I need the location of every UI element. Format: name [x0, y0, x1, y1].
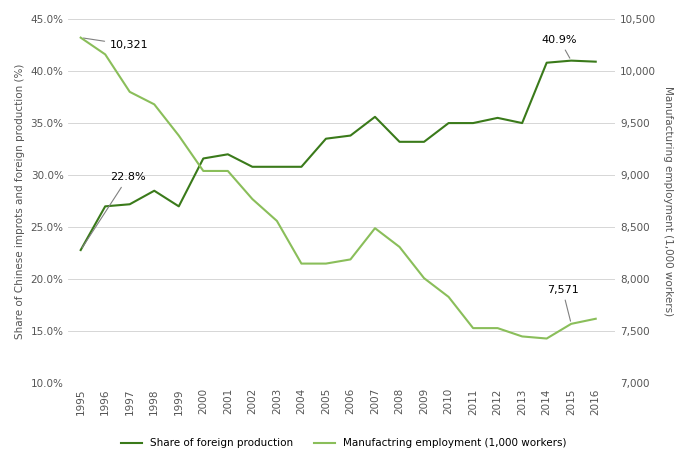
Share of foreign production — [420, 139, 428, 145]
Manufactring employment (1,000 workers) — [200, 168, 208, 174]
Share of foreign production — [248, 164, 257, 170]
Share of foreign production — [444, 120, 453, 126]
Manufactring employment (1,000 workers) — [567, 321, 575, 326]
Manufactring employment (1,000 workers) — [420, 276, 428, 281]
Manufactring employment (1,000 workers) — [76, 35, 85, 41]
Share of foreign production — [126, 201, 134, 207]
Share of foreign production — [346, 133, 354, 138]
Share of foreign production — [543, 60, 551, 65]
Manufactring employment (1,000 workers) — [297, 261, 305, 266]
Share of foreign production — [272, 164, 281, 170]
Share of foreign production — [297, 164, 305, 170]
Manufactring employment (1,000 workers) — [150, 101, 158, 107]
Text: 22.8%: 22.8% — [82, 172, 146, 248]
Manufactring employment (1,000 workers) — [175, 133, 183, 138]
Share of foreign production — [200, 156, 208, 161]
Share of foreign production — [101, 204, 109, 209]
Manufactring employment (1,000 workers) — [346, 257, 354, 262]
Manufactring employment (1,000 workers) — [396, 244, 404, 250]
Manufactring employment (1,000 workers) — [493, 325, 502, 331]
Text: 7,571: 7,571 — [547, 284, 579, 321]
Share of foreign production — [322, 136, 330, 142]
Share of foreign production — [76, 247, 85, 253]
Text: 40.9%: 40.9% — [541, 35, 577, 58]
Manufactring employment (1,000 workers) — [322, 261, 330, 266]
Line: Share of foreign production: Share of foreign production — [80, 61, 596, 250]
Line: Manufactring employment (1,000 workers): Manufactring employment (1,000 workers) — [80, 38, 596, 339]
Share of foreign production — [371, 114, 379, 120]
Manufactring employment (1,000 workers) — [224, 168, 232, 174]
Share of foreign production — [518, 120, 526, 126]
Manufactring employment (1,000 workers) — [371, 226, 379, 231]
Share of foreign production — [592, 59, 600, 64]
Manufactring employment (1,000 workers) — [444, 294, 453, 300]
Manufactring employment (1,000 workers) — [469, 325, 477, 331]
Share of foreign production — [567, 58, 575, 64]
Text: 10,321: 10,321 — [83, 38, 149, 50]
Share of foreign production — [150, 188, 158, 193]
Manufactring employment (1,000 workers) — [543, 336, 551, 341]
Manufactring employment (1,000 workers) — [126, 89, 134, 95]
Manufactring employment (1,000 workers) — [272, 218, 281, 224]
Manufactring employment (1,000 workers) — [518, 333, 526, 339]
Y-axis label: Share of Chinese improts and foreign production (%): Share of Chinese improts and foreign pro… — [15, 64, 25, 339]
Share of foreign production — [493, 115, 502, 120]
Manufactring employment (1,000 workers) — [248, 196, 257, 202]
Share of foreign production — [224, 151, 232, 157]
Legend: Share of foreign production, Manufactring employment (1,000 workers): Share of foreign production, Manufactrin… — [117, 434, 571, 453]
Share of foreign production — [396, 139, 404, 145]
Manufactring employment (1,000 workers) — [101, 51, 109, 57]
Y-axis label: Manufacturing employment (1,000 workers): Manufacturing employment (1,000 workers) — [663, 86, 673, 316]
Manufactring employment (1,000 workers) — [592, 316, 600, 322]
Share of foreign production — [175, 204, 183, 209]
Share of foreign production — [469, 120, 477, 126]
